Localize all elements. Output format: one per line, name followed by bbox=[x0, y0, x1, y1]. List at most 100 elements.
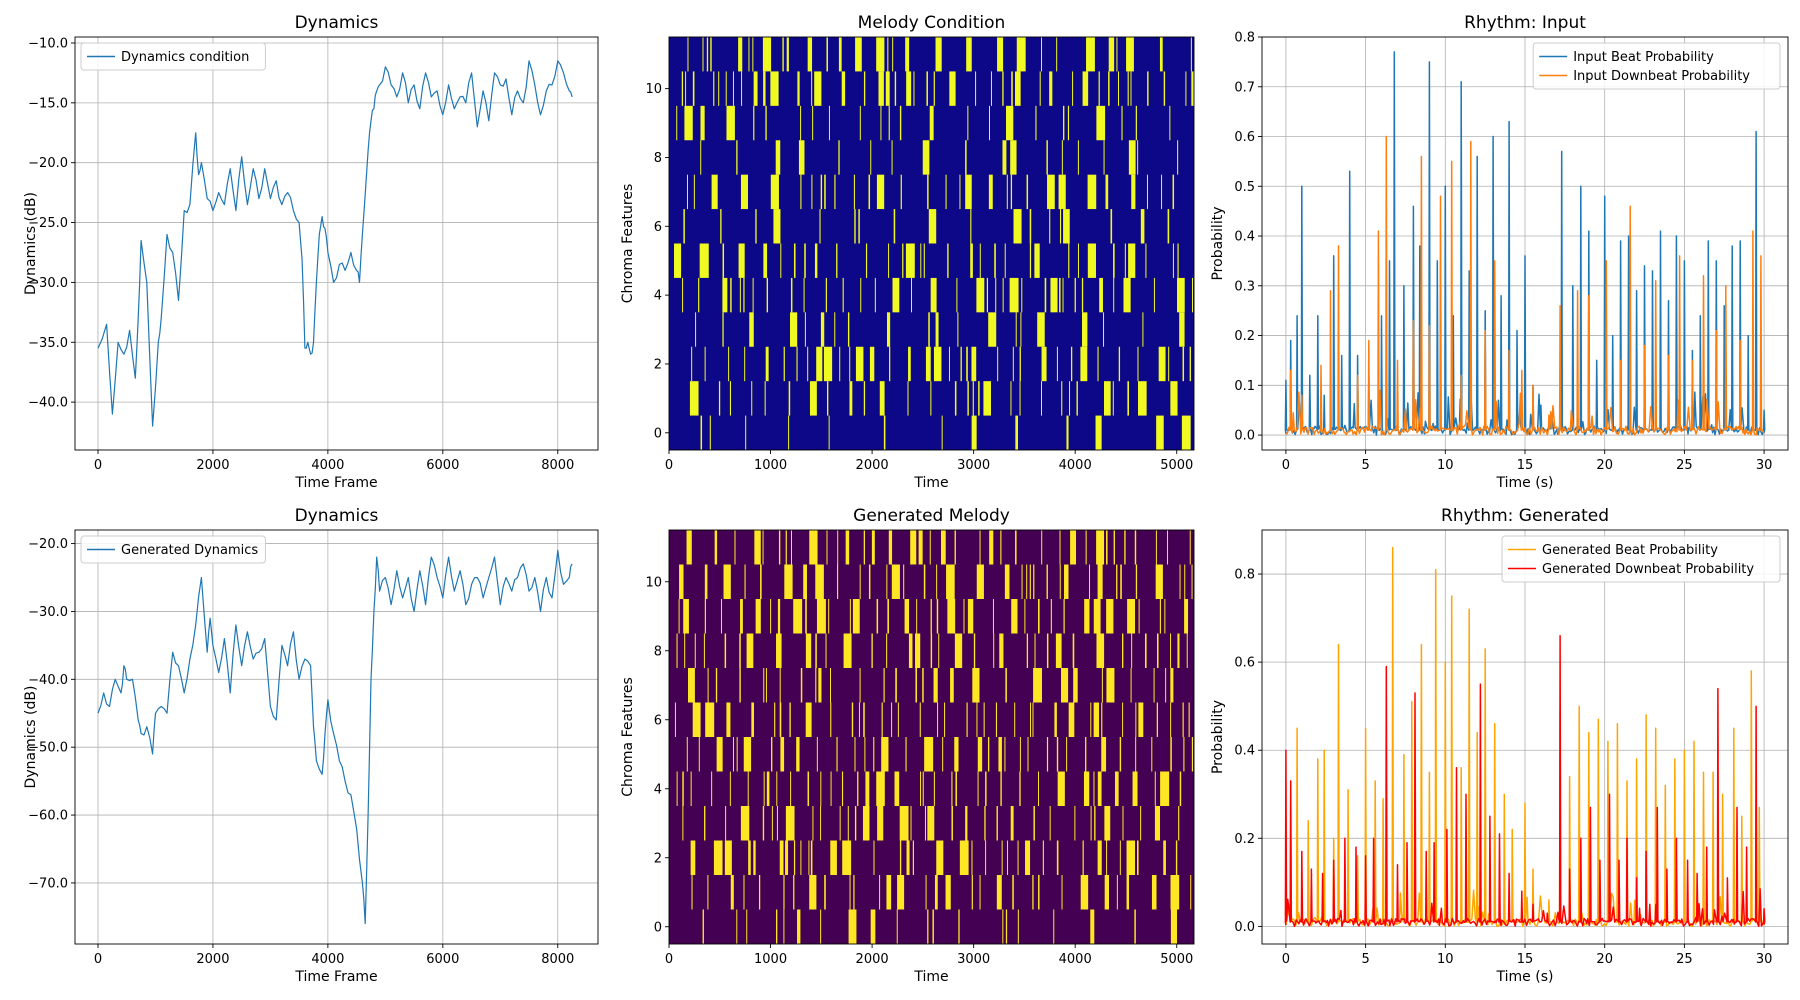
heatmap-cell bbox=[1049, 71, 1053, 106]
heatmap-cell bbox=[803, 277, 805, 313]
heatmap-cell bbox=[809, 875, 817, 910]
heatmap-cell bbox=[987, 737, 990, 772]
heatmap-cell bbox=[815, 633, 817, 668]
heatmap-cell bbox=[793, 599, 803, 634]
y-tick-label: −40.0 bbox=[28, 396, 68, 411]
legend: Dynamics condition bbox=[80, 42, 266, 71]
heatmap-cell bbox=[1116, 875, 1118, 910]
heatmap-cell bbox=[858, 702, 860, 737]
y-tick-label: −35.0 bbox=[28, 336, 68, 351]
heatmap-cell bbox=[796, 346, 798, 382]
heatmap-cell bbox=[951, 771, 953, 806]
heatmap-cell bbox=[1172, 243, 1174, 278]
heatmap-cell bbox=[739, 633, 741, 668]
y-tick-label: −25.0 bbox=[28, 216, 68, 231]
x-tick-label: 2000 bbox=[196, 458, 229, 473]
y-tick-label: 6 bbox=[654, 220, 662, 235]
heatmap-cell bbox=[870, 140, 872, 175]
y-tick-label: 0.0 bbox=[1234, 429, 1255, 444]
heatmap-cell bbox=[988, 312, 997, 347]
heatmap-cell bbox=[1146, 174, 1148, 210]
x-tick-label: 1000 bbox=[754, 952, 787, 967]
heatmap-cell bbox=[690, 771, 692, 806]
heatmap-cell bbox=[1156, 702, 1158, 737]
heatmap-cell bbox=[713, 840, 723, 875]
heatmap-cell bbox=[1140, 806, 1142, 841]
heatmap-cell bbox=[1119, 737, 1122, 772]
heatmap-cell bbox=[714, 530, 718, 565]
heatmap-cell bbox=[851, 702, 854, 737]
heatmap-cell bbox=[798, 140, 805, 175]
heatmap-cell bbox=[1067, 105, 1070, 141]
heatmap-cell bbox=[986, 277, 988, 313]
heatmap-cell bbox=[863, 381, 866, 416]
heatmap-cell bbox=[729, 381, 732, 416]
heatmap-cell bbox=[842, 840, 852, 875]
heatmap-cell bbox=[1178, 806, 1180, 841]
heatmap-cell bbox=[738, 37, 743, 72]
heatmap-cell bbox=[749, 312, 754, 347]
heatmap-cell bbox=[1026, 633, 1029, 668]
heatmap-cell bbox=[1177, 243, 1179, 278]
heatmap-cell bbox=[1142, 312, 1144, 347]
heatmap-cell bbox=[1033, 564, 1035, 599]
heatmap-cell bbox=[1090, 702, 1092, 737]
heatmap-cell bbox=[847, 312, 850, 347]
heatmap-cell bbox=[954, 381, 957, 416]
heatmap-cell bbox=[1130, 71, 1132, 106]
heatmap-cell bbox=[951, 806, 953, 841]
heatmap-cell bbox=[1029, 564, 1031, 599]
heatmap-cell bbox=[718, 71, 720, 106]
heatmap-cell bbox=[1020, 312, 1022, 347]
x-tick-label: 25 bbox=[1676, 952, 1693, 967]
heatmap-cell bbox=[1137, 140, 1139, 175]
heatmap-cell bbox=[1116, 37, 1118, 72]
heatmap-cell bbox=[839, 806, 841, 841]
heatmap-cell bbox=[1017, 909, 1019, 944]
heatmap-cell bbox=[715, 668, 718, 703]
heatmap-cell bbox=[779, 840, 784, 875]
heatmap-cell bbox=[770, 174, 779, 210]
x-tick-label: 10 bbox=[1437, 458, 1454, 473]
legend-label: Input Beat Probability bbox=[1573, 50, 1714, 65]
heatmap-cell bbox=[728, 346, 730, 382]
heatmap-cell bbox=[743, 277, 745, 313]
heatmap-cell bbox=[1131, 633, 1133, 668]
heatmap-cell bbox=[1010, 174, 1013, 210]
heatmap-cell bbox=[1127, 381, 1129, 416]
heatmap-cell bbox=[993, 633, 995, 668]
heatmap-cell bbox=[1153, 668, 1155, 703]
heatmap-cell bbox=[824, 174, 826, 210]
heatmap-cell bbox=[785, 530, 787, 565]
heatmap-cell bbox=[689, 381, 699, 416]
heatmap-cell bbox=[1087, 174, 1097, 210]
heatmap-cell bbox=[1015, 415, 1019, 450]
heatmap-cell bbox=[1086, 37, 1095, 72]
heatmap-cell bbox=[1000, 771, 1002, 806]
heatmap-cell bbox=[775, 909, 778, 944]
y-tick-label: 0.4 bbox=[1234, 230, 1255, 245]
y-tick-label: 0.5 bbox=[1234, 180, 1255, 195]
heatmap-cell bbox=[1038, 599, 1040, 634]
heatmap-cell bbox=[1021, 277, 1023, 313]
heatmap-cell bbox=[674, 702, 676, 737]
heatmap-cell bbox=[852, 599, 860, 634]
heatmap-cell bbox=[724, 840, 732, 875]
plot-area bbox=[75, 530, 598, 944]
heatmap-cell bbox=[948, 346, 950, 382]
heatmap-cell bbox=[938, 633, 940, 668]
heatmap-cell bbox=[967, 381, 969, 416]
heatmap-cell bbox=[1056, 737, 1059, 772]
heatmap-cell bbox=[838, 140, 840, 175]
plot-area bbox=[75, 37, 598, 450]
heatmap-cell bbox=[1010, 381, 1012, 416]
heatmap-cell bbox=[1012, 875, 1014, 910]
heatmap-cell bbox=[1047, 174, 1055, 210]
heatmap-cell bbox=[1019, 346, 1021, 382]
heatmap-cell bbox=[694, 633, 696, 668]
heatmap-cell bbox=[1050, 599, 1052, 634]
heatmap-cell bbox=[871, 633, 873, 668]
y-tick-label: 8 bbox=[654, 151, 662, 166]
heatmap-cell bbox=[704, 564, 708, 599]
series-line-1 bbox=[1284, 634, 1766, 928]
